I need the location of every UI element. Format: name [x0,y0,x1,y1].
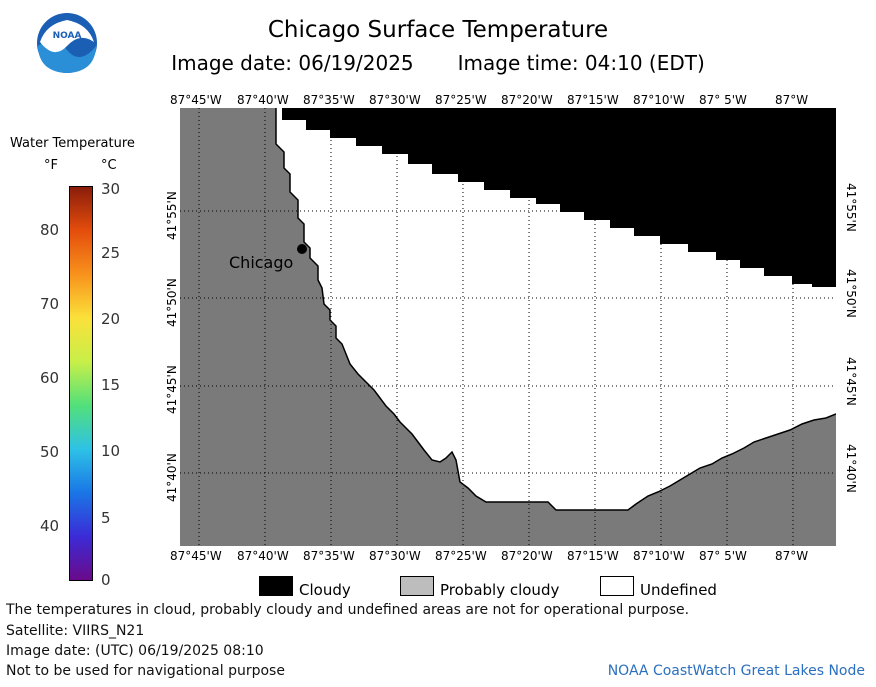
image-datetime: Image date: 06/19/2025 Image time: 04:10 … [0,51,876,75]
lon-label-top: 87°40'W [237,93,289,107]
lon-label-bottom: 87°30'W [369,549,421,563]
map: Chicago [180,108,837,546]
land-area [180,108,836,546]
lat-label-left: 41°40'N [165,453,179,502]
color-scale-bar [69,186,93,581]
unit-celsius: °C [101,158,117,173]
unit-fahrenheit: °F [44,158,58,173]
lat-label-right: 41°45'N [844,357,858,406]
lat-label-left: 41°55'N [165,191,179,240]
satellite-text: Satellite: VIIRS_N21 [6,623,145,639]
c-tick: 0 [101,571,111,589]
lon-label-bottom: 87°W [775,549,809,563]
f-tick: 60 [40,369,60,387]
lon-label-top: 87° 5'W [699,93,747,107]
c-tick: 25 [101,244,121,262]
cloudy-label: Cloudy [299,581,351,599]
lat-label-left: 41°50'N [165,278,179,327]
f-tick: 40 [40,517,60,535]
svg-text:NOAA: NOAA [53,31,82,41]
c-tick: 30 [101,180,121,198]
utc-date-text: Image date: (UTC) 06/19/2025 08:10 [6,643,264,659]
credit-text: NOAA CoastWatch Great Lakes Node [607,663,865,679]
f-tick: 70 [40,295,60,313]
lon-label-bottom: 87° 5'W [699,549,747,563]
undefined-label: Undefined [640,581,717,599]
f-tick: 50 [40,443,60,461]
shoreline [275,108,837,511]
lon-label-bottom: 87°15'W [567,549,619,563]
lon-label-top: 87°30'W [369,93,421,107]
c-tick: 15 [101,376,121,394]
undefined-swatch [600,576,634,596]
image-time: Image time: 04:10 (EDT) [457,51,705,75]
disclaimer-text: The temperatures in cloud, probably clou… [6,602,690,618]
lat-label-left: 41°45'N [165,365,179,414]
c-tick: 5 [101,509,111,527]
c-tick: 20 [101,310,121,328]
lon-label-top: 87°W [775,93,809,107]
lon-label-top: 87°15'W [567,93,619,107]
lon-label-bottom: 87°25'W [435,549,487,563]
probably-cloudy-label: Probably cloudy [440,581,560,599]
cloudy-swatch [259,576,293,596]
lat-label-right: 41°55'N [844,183,858,232]
image-date: Image date: 06/19/2025 [171,51,414,75]
map-canvas [180,108,837,546]
lon-label-bottom: 87°20'W [501,549,553,563]
legend-title: Water Temperature [10,136,135,151]
city-label: Chicago [229,253,294,272]
page-title: Chicago Surface Temperature [267,17,609,43]
probably-cloudy-swatch [400,576,434,596]
lon-label-top: 87°20'W [501,93,553,107]
lat-label-right: 41°50'N [844,269,858,318]
lon-label-top: 87°35'W [303,93,355,107]
noaa-logo: NOAA [36,12,98,74]
nav-warning-text: Not to be used for navigational purpose [6,663,285,679]
cloud-region [282,108,836,287]
lat-label-right: 41°40'N [844,444,858,493]
lon-label-bottom: 87°35'W [303,549,355,563]
lon-label-bottom: 87°10'W [633,549,685,563]
lon-label-top: 87°25'W [435,93,487,107]
lon-label-top: 87°45'W [170,93,222,107]
f-tick: 80 [40,221,60,239]
c-tick: 10 [101,442,121,460]
lon-label-bottom: 87°45'W [170,549,222,563]
graticule [180,108,836,546]
city-marker [297,244,307,254]
lon-label-top: 87°10'W [633,93,685,107]
lon-label-bottom: 87°40'W [237,549,289,563]
